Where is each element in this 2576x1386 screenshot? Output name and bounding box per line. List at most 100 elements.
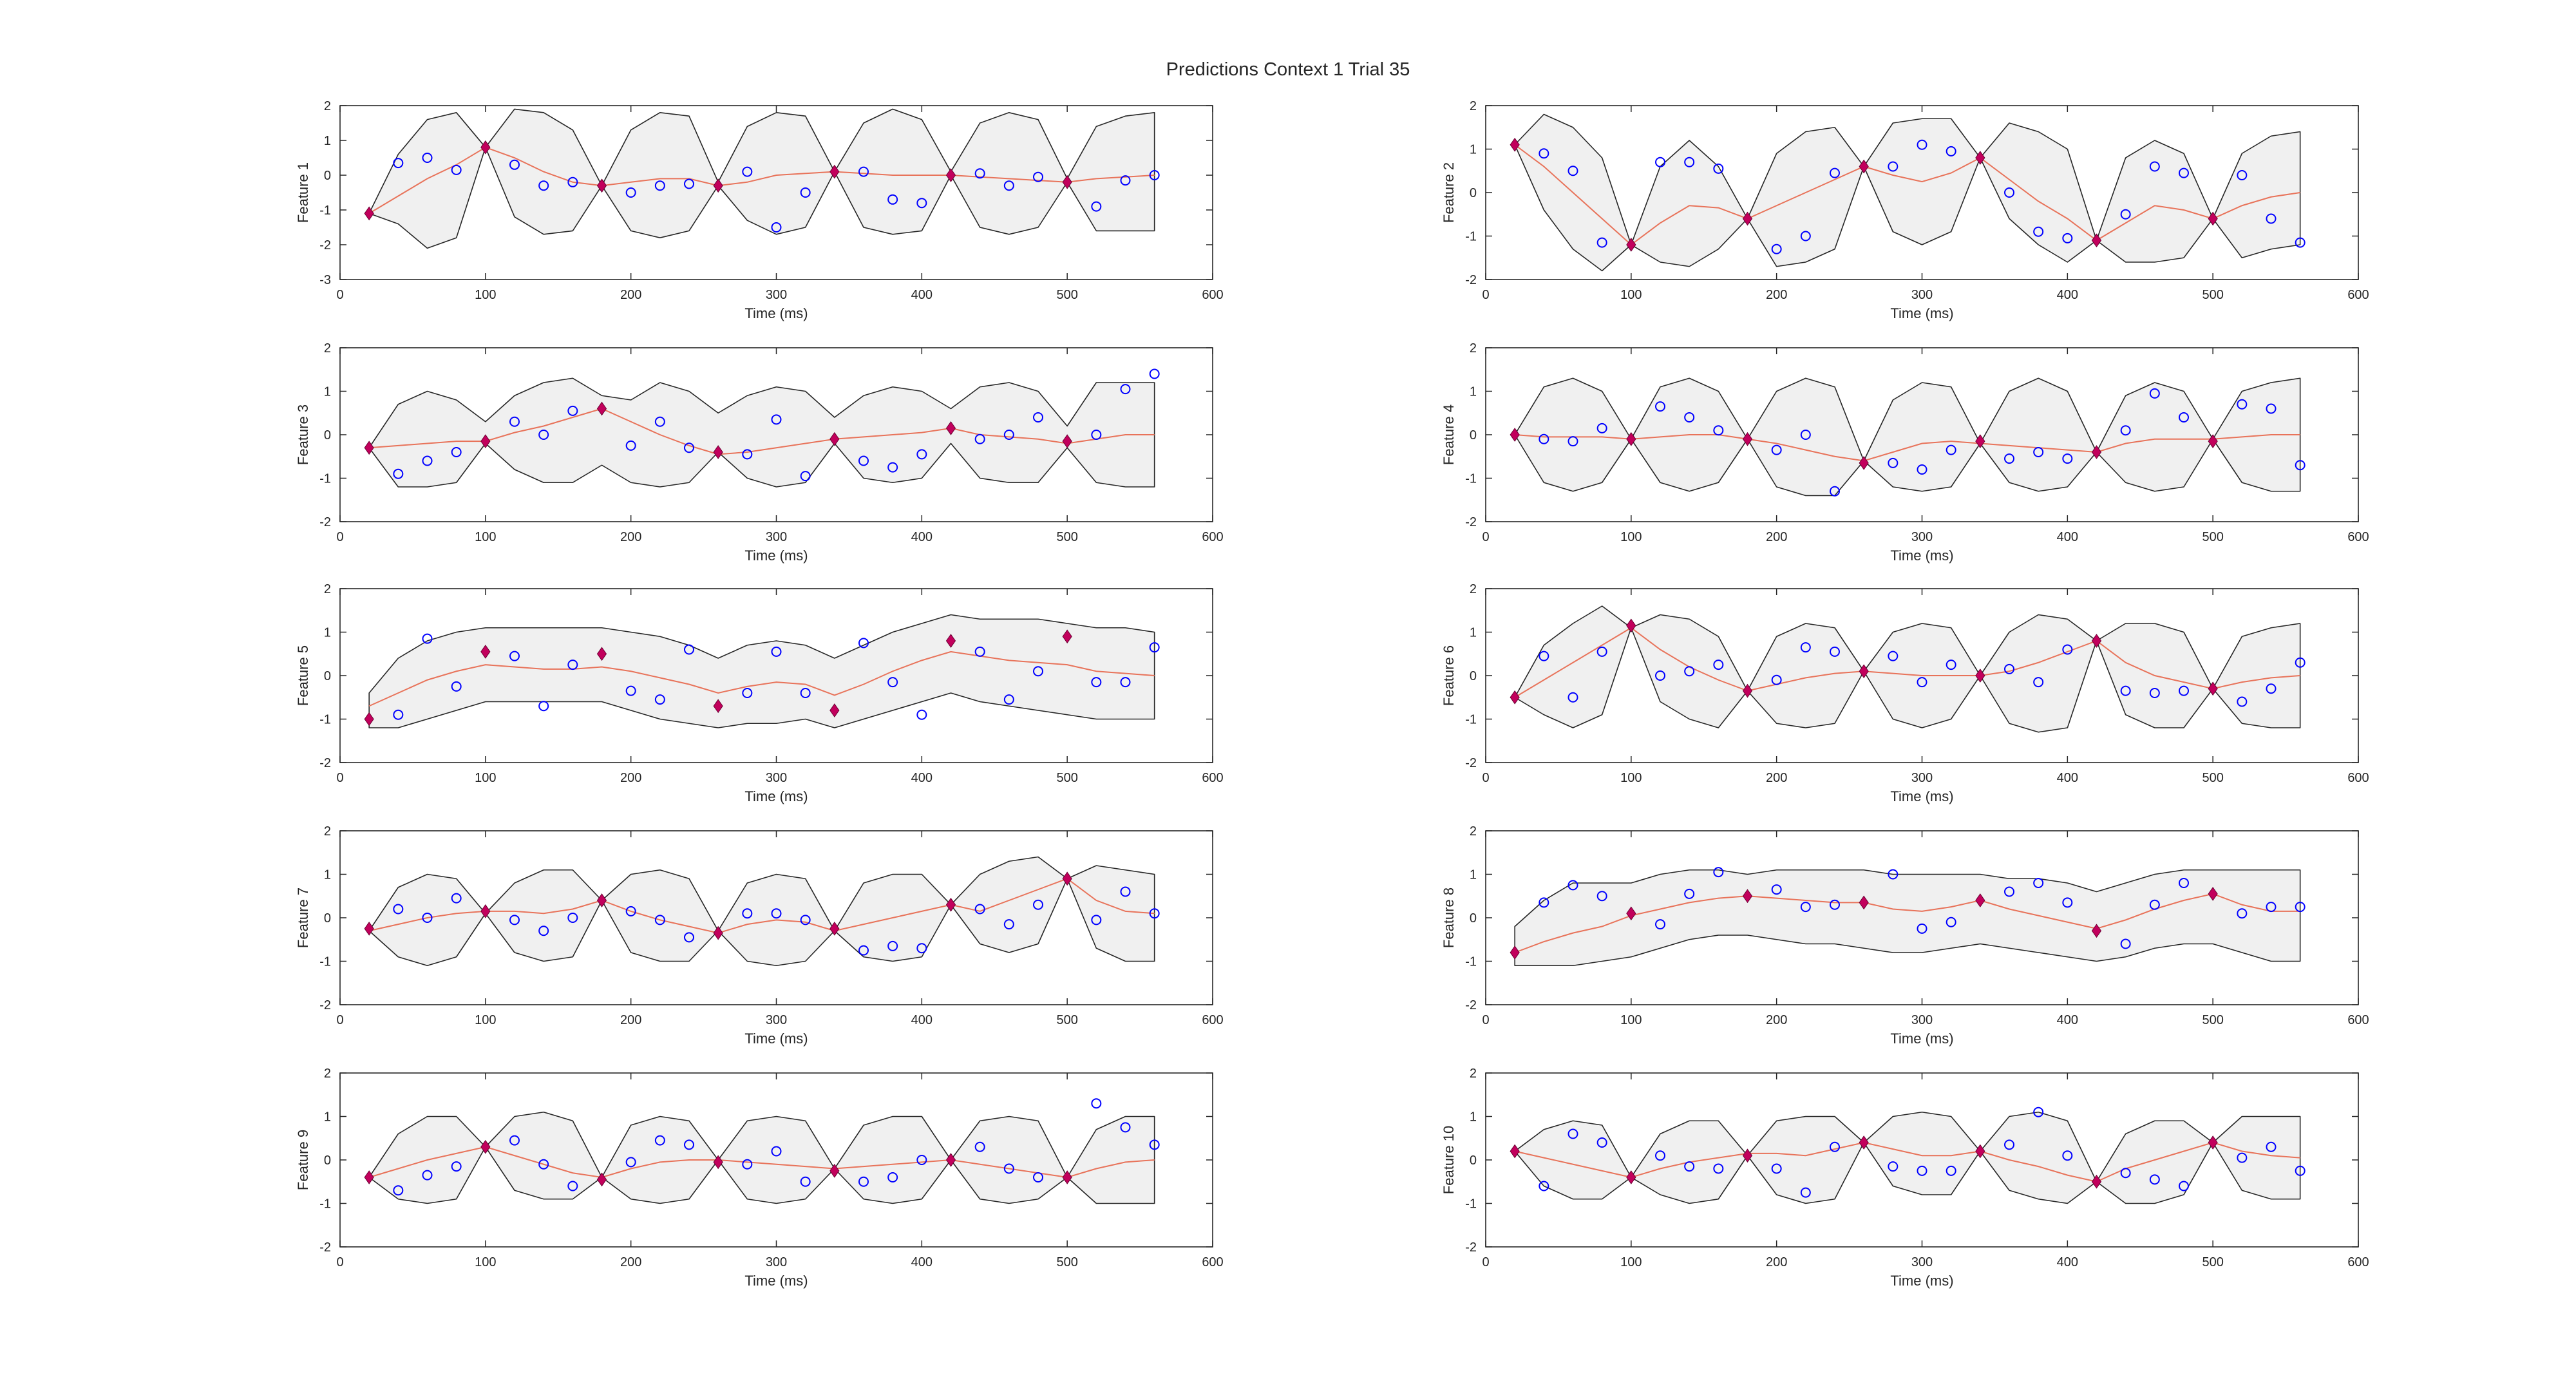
context-point — [2091, 634, 2102, 648]
observed-point — [1539, 650, 1549, 661]
x-tick-label: 100 — [1620, 288, 1642, 302]
observed-point — [974, 646, 985, 657]
observed-point — [2004, 453, 2014, 464]
y-axis-label: Feature 4 — [1441, 404, 1457, 465]
x-tick-label: 600 — [2347, 1013, 2369, 1027]
x-tick-label: 0 — [336, 1255, 343, 1269]
x-tick-label: 0 — [1482, 1013, 1489, 1027]
observed-point — [1684, 1161, 1695, 1172]
observed-point — [1120, 1122, 1131, 1133]
observed-point — [974, 433, 985, 444]
observed-point — [567, 405, 578, 416]
observed-point — [2120, 685, 2131, 696]
observed-point — [2266, 1141, 2277, 1152]
x-tick-label: 500 — [1056, 771, 1077, 785]
observed-point — [2149, 388, 2160, 399]
x-tick-label: 600 — [1202, 771, 1223, 785]
observed-point — [1946, 444, 1956, 455]
y-axis-label: Feature 6 — [1441, 645, 1457, 706]
observed-point — [1917, 1165, 1927, 1176]
observed-point — [538, 926, 549, 936]
x-axis-label: Time (ms) — [744, 305, 808, 321]
x-tick-label: 0 — [1482, 1255, 1489, 1269]
observed-point — [684, 1139, 694, 1150]
observed-point — [1149, 170, 1160, 180]
observed-point — [1655, 157, 1665, 167]
observed-point — [2295, 902, 2306, 913]
y-tick-label: 2 — [1470, 341, 1477, 356]
context-point — [713, 178, 723, 193]
observed-point — [422, 455, 433, 466]
observed-point — [625, 1157, 636, 1168]
x-tick-label: 300 — [1911, 530, 1933, 544]
x-tick-label: 500 — [1056, 530, 1077, 544]
observed-point — [1917, 139, 1927, 150]
observed-point — [2237, 696, 2248, 707]
observed-point — [2033, 447, 2044, 457]
observed-point — [974, 168, 985, 179]
observed-point — [1713, 660, 1724, 670]
context-point — [713, 926, 723, 940]
observed-point — [509, 159, 520, 170]
context-point — [713, 699, 723, 714]
observed-point — [887, 677, 898, 688]
x-tick-label: 200 — [620, 1255, 641, 1269]
observed-point — [771, 1146, 782, 1157]
y-tick-label: -1 — [319, 472, 331, 486]
x-axis-label: Time (ms) — [1890, 788, 1953, 804]
observed-point — [858, 455, 869, 466]
observed-point — [1800, 1187, 1811, 1198]
subplot-2: 0 100 200 300 400 500 600 -2 -1 0 1 2 Time (ms) Featu… — [1441, 99, 2369, 321]
context-point — [1742, 211, 1753, 226]
x-tick-label: 500 — [2202, 288, 2223, 302]
x-axis-label: Time (ms) — [744, 1273, 808, 1289]
x-tick-label: 400 — [911, 1255, 933, 1269]
context-point — [1510, 1144, 1520, 1159]
subplot-9: 0 100 200 300 400 500 600 -2 -1 0 1 2 Time (ms) Featu… — [295, 1067, 1224, 1289]
x-axis-label: Time (ms) — [1890, 1273, 1953, 1289]
observed-point — [509, 650, 520, 661]
x-tick-label: 0 — [336, 530, 343, 544]
context-point — [2091, 445, 2102, 459]
observed-point — [2004, 187, 2014, 198]
observed-point — [1888, 869, 1899, 880]
observed-point — [1771, 674, 1782, 685]
subplot-7: 0 100 200 300 400 500 600 -2 -1 0 1 2 Time (ms) Featu… — [295, 824, 1224, 1047]
observed-point — [2120, 425, 2131, 436]
observed-point — [1830, 167, 1840, 178]
observed-point — [625, 685, 636, 696]
x-tick-label: 500 — [2202, 1255, 2223, 1269]
x-tick-label: 0 — [1482, 771, 1489, 785]
observed-point — [1567, 692, 1578, 703]
confidence-band — [1514, 113, 2301, 272]
y-tick-label: 1 — [1470, 868, 1477, 882]
observed-point — [2179, 1181, 2189, 1191]
observed-point — [654, 915, 665, 926]
observed-point — [2266, 213, 2277, 224]
observed-point — [451, 1161, 462, 1172]
observed-point — [1091, 677, 1102, 688]
observed-point — [974, 904, 985, 915]
x-axis-label: Time (ms) — [1890, 547, 1953, 564]
context-point — [596, 647, 607, 661]
observed-point — [1033, 1172, 1043, 1182]
observed-point — [393, 904, 404, 915]
observed-point — [1655, 401, 1665, 412]
observed-point — [742, 688, 753, 698]
y-tick-label: -2 — [319, 1240, 331, 1255]
observed-point — [2062, 897, 2073, 908]
x-tick-label: 500 — [2202, 771, 2223, 785]
observed-point — [1830, 1141, 1840, 1152]
observed-point — [567, 913, 578, 923]
observed-point — [2062, 1150, 2073, 1161]
y-tick-label: 2 — [1470, 1067, 1477, 1081]
observed-point — [1596, 422, 1607, 433]
x-tick-label: 600 — [1202, 1013, 1223, 1027]
observed-point — [1684, 666, 1695, 677]
y-tick-label: -2 — [319, 238, 331, 252]
observed-point — [1771, 1163, 1782, 1174]
context-point — [945, 168, 956, 182]
observed-point — [1091, 201, 1102, 212]
context-point — [364, 922, 374, 936]
observed-point — [422, 1170, 433, 1181]
